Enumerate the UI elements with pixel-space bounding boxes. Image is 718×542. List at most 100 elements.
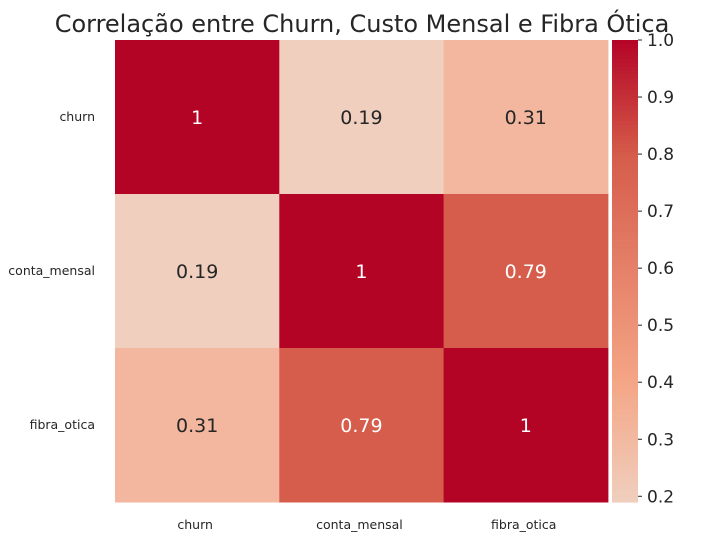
- heatmap-cell-churn-fibra_otica: [443, 40, 609, 195]
- colorbar-segment: [612, 170, 638, 176]
- colorbar-segment: [612, 244, 638, 249]
- colorbar-segment: [612, 86, 638, 91]
- colorbar-segment: [612, 186, 638, 191]
- colorbar-segment: [612, 294, 638, 299]
- heatmap-cell-conta_mensal-fibra_otica: [443, 194, 609, 349]
- colorbar-segment: [612, 297, 638, 303]
- colorbar-segment: [612, 440, 638, 445]
- colorbar-segment: [612, 398, 638, 403]
- colorbar-segment: [612, 463, 638, 468]
- colorbar-segment: [612, 390, 638, 395]
- colorbar-segment: [612, 182, 638, 187]
- colorbar-segment: [612, 232, 638, 237]
- colorbar-segment: [612, 255, 638, 261]
- colorbar-segment: [612, 428, 638, 434]
- colorbar-segment: [612, 336, 638, 341]
- colorbar-segment: [612, 194, 638, 199]
- colorbar-tick-label: 0.5: [647, 316, 674, 336]
- colorbar: 0.2 0.3 0.4 0.5 0.6 0.7 0.8 0.9 1.0: [612, 31, 674, 507]
- colorbar-segment: [612, 120, 638, 126]
- colorbar-segment: [612, 278, 638, 284]
- colorbar-segment: [612, 213, 638, 218]
- colorbar-segment: [612, 259, 638, 264]
- colorbar-segment: [612, 40, 638, 45]
- colorbar-segment: [612, 305, 638, 311]
- colorbar-segment: [612, 378, 638, 384]
- colorbar-segment: [612, 124, 638, 130]
- colorbar-segment: [612, 251, 638, 257]
- colorbar-segment: [612, 409, 638, 415]
- column-labels: churn conta_mensal fibra_otica: [177, 517, 556, 532]
- colorbar-tick-label: 1.0: [647, 31, 674, 51]
- colorbar-segment: [612, 74, 638, 80]
- colorbar-segment: [612, 178, 638, 184]
- colorbar-segment: [612, 486, 638, 492]
- colorbar-segment: [612, 417, 638, 422]
- heatmap-cell-labels: 1 0.19 0.31 0.19 1 0.79 0.31 0.79 1: [176, 107, 547, 437]
- cell-value-label: 0.31: [176, 415, 218, 437]
- heatmap-cell-churn-churn: [115, 40, 280, 195]
- colorbar-segment: [612, 351, 638, 357]
- colorbar-segment: [612, 359, 638, 364]
- colorbar-segment: [612, 51, 638, 56]
- cell-value-label: 1: [520, 415, 532, 437]
- colorbar-segment: [612, 236, 638, 241]
- colorbar-segment: [612, 167, 638, 172]
- colorbar-segment: [612, 340, 638, 345]
- heatmap-cell-fibra_otica-conta_mensal: [279, 348, 445, 503]
- colorbar-segment: [612, 109, 638, 114]
- colorbar-segment: [612, 455, 638, 461]
- colorbar-segment: [612, 47, 638, 53]
- colorbar-segment: [612, 405, 638, 411]
- colorbar-segment: [612, 136, 638, 141]
- colorbar-segment: [612, 436, 638, 441]
- colorbar-segment: [612, 344, 638, 349]
- colorbar-segment: [612, 332, 638, 338]
- cell-value-label: 1: [191, 107, 203, 129]
- colorbar-segment: [612, 147, 638, 153]
- colorbar-segment: [612, 413, 638, 418]
- colorbar-segment: [612, 478, 638, 484]
- colorbar-segment: [612, 482, 638, 488]
- colorbar-tick-label: 0.4: [647, 373, 674, 393]
- cell-value-label: 1: [355, 261, 367, 283]
- colorbar-segment: [612, 324, 638, 330]
- colorbar-segment: [612, 209, 638, 214]
- colorbar-segment: [612, 78, 638, 83]
- colorbar-segment: [612, 224, 638, 230]
- colorbar-tick-label: 0.3: [647, 430, 674, 450]
- colorbar-segment: [612, 105, 638, 110]
- cell-value-label: 0.19: [340, 107, 382, 129]
- colorbar-segment: [612, 128, 638, 133]
- colorbar-segment: [612, 290, 638, 295]
- colorbar-segment: [612, 348, 638, 353]
- colorbar-segment: [612, 444, 638, 449]
- column-label-churn: churn: [177, 517, 213, 532]
- colorbar-segment: [612, 328, 638, 334]
- colorbar-segment: [612, 494, 638, 499]
- colorbar-segment: [612, 309, 638, 314]
- colorbar-segment: [612, 97, 638, 103]
- colorbar-segment: [612, 143, 638, 149]
- colorbar-segment: [612, 63, 638, 68]
- heatmap-cell-conta_mensal-churn: [115, 194, 280, 349]
- colorbar-segment: [612, 263, 638, 268]
- colorbar-segment: [612, 355, 638, 361]
- colorbar-segment: [612, 274, 638, 280]
- colorbar-segment: [612, 286, 638, 291]
- chart-title: Correlação entre Churn, Custo Mensal e F…: [55, 8, 670, 38]
- cell-value-label: 0.79: [340, 415, 382, 437]
- colorbar-segment: [612, 117, 638, 122]
- colorbar-segment: [612, 475, 638, 480]
- colorbar-segment: [612, 448, 638, 453]
- colorbar-tick-label: 0.7: [647, 202, 674, 222]
- colorbar-segment: [612, 382, 638, 388]
- colorbar-segment: [612, 113, 638, 118]
- colorbar-segment: [612, 70, 638, 76]
- cell-value-label: 0.19: [176, 261, 218, 283]
- colorbar-segment: [612, 321, 638, 326]
- colorbar-segment: [612, 247, 638, 253]
- colorbar-segment: [612, 317, 638, 322]
- row-label-conta_mensal: conta_mensal: [8, 263, 95, 278]
